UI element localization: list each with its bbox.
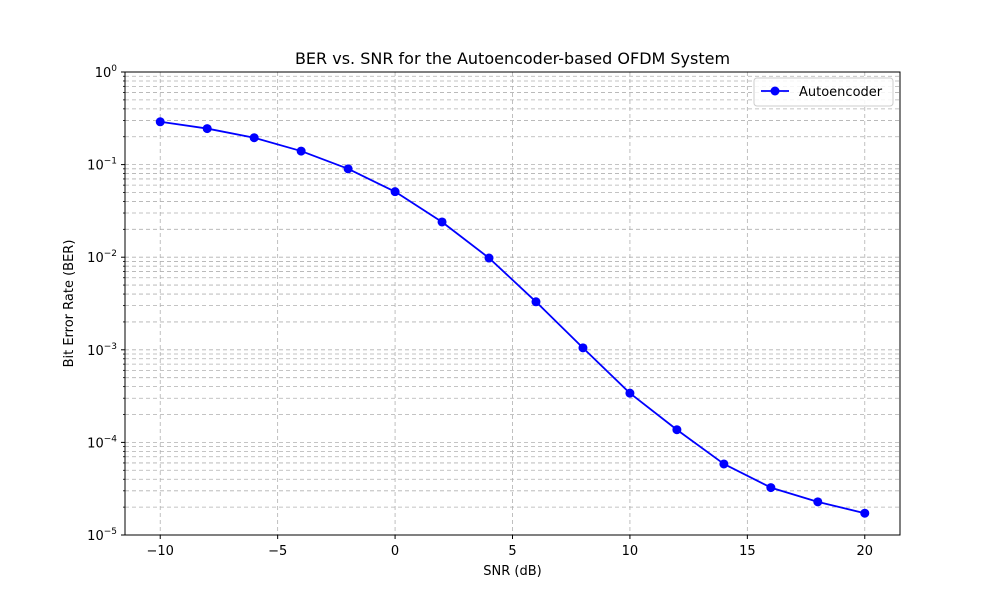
data-point xyxy=(437,217,447,227)
data-point xyxy=(860,508,870,518)
data-point xyxy=(155,117,165,127)
x-tick-label: −5 xyxy=(268,544,287,559)
data-point xyxy=(625,388,635,398)
data-point xyxy=(202,124,212,134)
data-point xyxy=(296,146,306,156)
chart-title: BER vs. SNR for the Autoencoder-based OF… xyxy=(295,49,730,68)
y-axis-label: Bit Error Rate (BER) xyxy=(62,240,77,368)
series-line xyxy=(160,120,865,515)
data-point xyxy=(531,297,541,307)
x-tick-label: 0 xyxy=(391,544,399,559)
series-layer xyxy=(155,117,870,518)
ticks: −10 −5 0 5 10 15 20 10−5 10−4 10−3 10−2 10−1 100 xyxy=(87,64,873,559)
data-point xyxy=(343,164,353,174)
data-point xyxy=(578,343,588,353)
legend-label: Autoencoder xyxy=(799,85,883,100)
y-tick-label: 10−5 xyxy=(87,527,117,544)
legend-marker-sample xyxy=(770,86,780,96)
x-tick-label: −10 xyxy=(147,544,174,559)
x-tick-label: 15 xyxy=(739,544,756,559)
y-tick-label: 100 xyxy=(95,64,118,81)
data-point xyxy=(484,253,494,263)
x-tick-label: 20 xyxy=(856,544,873,559)
y-tick-label: 10−2 xyxy=(87,249,117,266)
data-point xyxy=(390,187,400,197)
legend: Autoencoder xyxy=(753,77,894,107)
data-point xyxy=(766,483,776,493)
data-point xyxy=(249,133,259,143)
y-tick-label: 10−3 xyxy=(87,342,117,359)
x-axis-label: SNR (dB) xyxy=(483,564,541,579)
data-point xyxy=(813,497,823,507)
data-point xyxy=(719,459,729,469)
x-tick-label: 10 xyxy=(622,544,639,559)
data-point xyxy=(672,425,682,435)
legend-box xyxy=(753,77,894,107)
y-tick-label: 10−1 xyxy=(87,157,117,174)
y-tick-label: 10−4 xyxy=(87,434,117,451)
x-tick-label: 5 xyxy=(508,544,516,559)
